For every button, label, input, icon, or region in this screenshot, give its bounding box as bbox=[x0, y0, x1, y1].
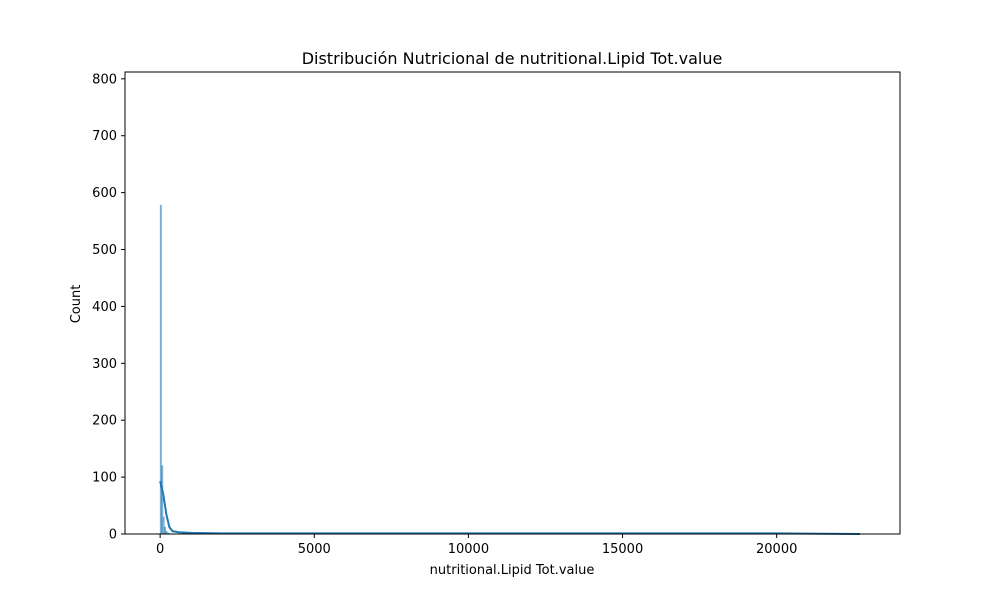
y-tick-label: 0 bbox=[109, 528, 117, 543]
y-tick-label: 500 bbox=[92, 243, 117, 258]
y-axis-label: Count bbox=[69, 285, 84, 324]
y-tick-label: 100 bbox=[92, 471, 117, 486]
y-tick-label: 400 bbox=[92, 300, 117, 315]
y-axis-ticks: 0 100 200 300 400 500 600 700 800 bbox=[92, 72, 125, 543]
chart-title: Distribución Nutricional de nutritional.… bbox=[302, 49, 723, 68]
kde-curve bbox=[159, 480, 860, 535]
x-axis-ticks: 0 5000 10000 15000 20000 bbox=[156, 534, 797, 557]
x-tick-label: 20000 bbox=[756, 542, 797, 557]
x-tick-label: 5000 bbox=[298, 542, 331, 557]
plot-frame bbox=[124, 71, 901, 535]
x-tick-label: 15000 bbox=[602, 542, 643, 557]
x-tick-label: 10000 bbox=[448, 542, 489, 557]
y-tick-label: 600 bbox=[92, 186, 117, 201]
kde-curve-group bbox=[159, 480, 860, 535]
x-tick-label: 0 bbox=[156, 542, 164, 557]
y-tick-label: 200 bbox=[92, 414, 117, 429]
y-tick-label: 700 bbox=[92, 129, 117, 144]
y-tick-label: 800 bbox=[92, 72, 117, 87]
x-axis-label: nutritional.Lipid Tot.value bbox=[430, 563, 595, 578]
y-tick-label: 300 bbox=[92, 357, 117, 372]
